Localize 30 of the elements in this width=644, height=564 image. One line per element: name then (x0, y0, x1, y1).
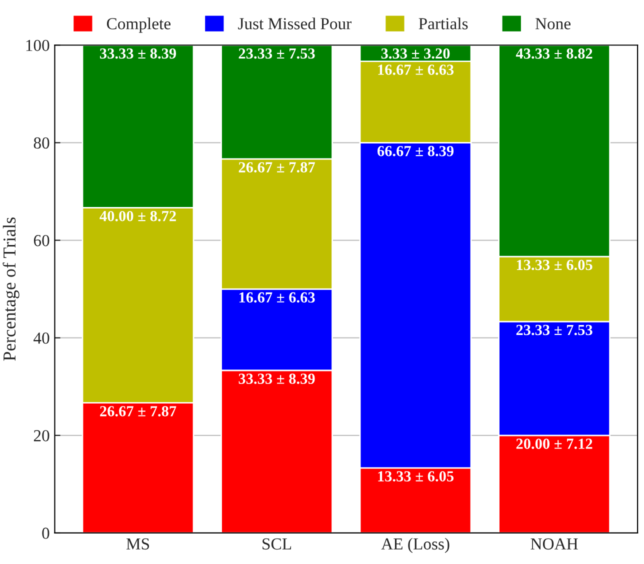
data-label: 16.67 ± 6.63 (239, 292, 315, 303)
data-label: 23.33 ± 7.53 (516, 324, 592, 336)
data-label: 33.33 ± 8.39 (238, 374, 315, 384)
data-label: 3.33 ± 3.20 (381, 48, 450, 59)
y-tick-label: 60 (34, 234, 50, 246)
x-tick-label: NOAH (530, 538, 578, 550)
y-tick-label: 100 (26, 40, 50, 52)
legend-label: Just Missed Pour (238, 18, 352, 30)
data-label: 26.67 ± 7.87 (238, 162, 315, 173)
data-label: 23.33 ± 7.53 (238, 48, 315, 59)
y-tick-label: 40 (34, 332, 50, 344)
legend-label: Complete (106, 18, 170, 33)
x-tick-label: MS (126, 538, 150, 550)
data-label: 26.67 ± 7.87 (100, 406, 176, 416)
data-label: 20.00 ± 7.12 (516, 438, 592, 450)
data-label: 16.67 ± 6.63 (378, 64, 454, 75)
legend-label: None (535, 18, 570, 30)
x-tick-label: AE (Loss) (381, 538, 450, 553)
y-tick-label: 0 (42, 528, 50, 539)
data-label: 43.33 ± 8.82 (516, 48, 592, 59)
data-label: 13.33 ± 6.05 (378, 471, 454, 482)
y-tick-label: 20 (34, 430, 50, 442)
data-label: 33.33 ± 8.39 (100, 48, 176, 59)
data-label: 40.00 ± 8.72 (100, 210, 176, 222)
x-tick-label: SCL (262, 538, 292, 550)
data-label: 66.67 ± 8.39 (377, 146, 454, 156)
legend-label: Partials (418, 18, 468, 30)
y-tick-label: 80 (34, 137, 50, 149)
data-label: 13.33 ± 6.05 (516, 260, 592, 270)
y-axis-title: Percentage of Trials (2, 217, 20, 361)
